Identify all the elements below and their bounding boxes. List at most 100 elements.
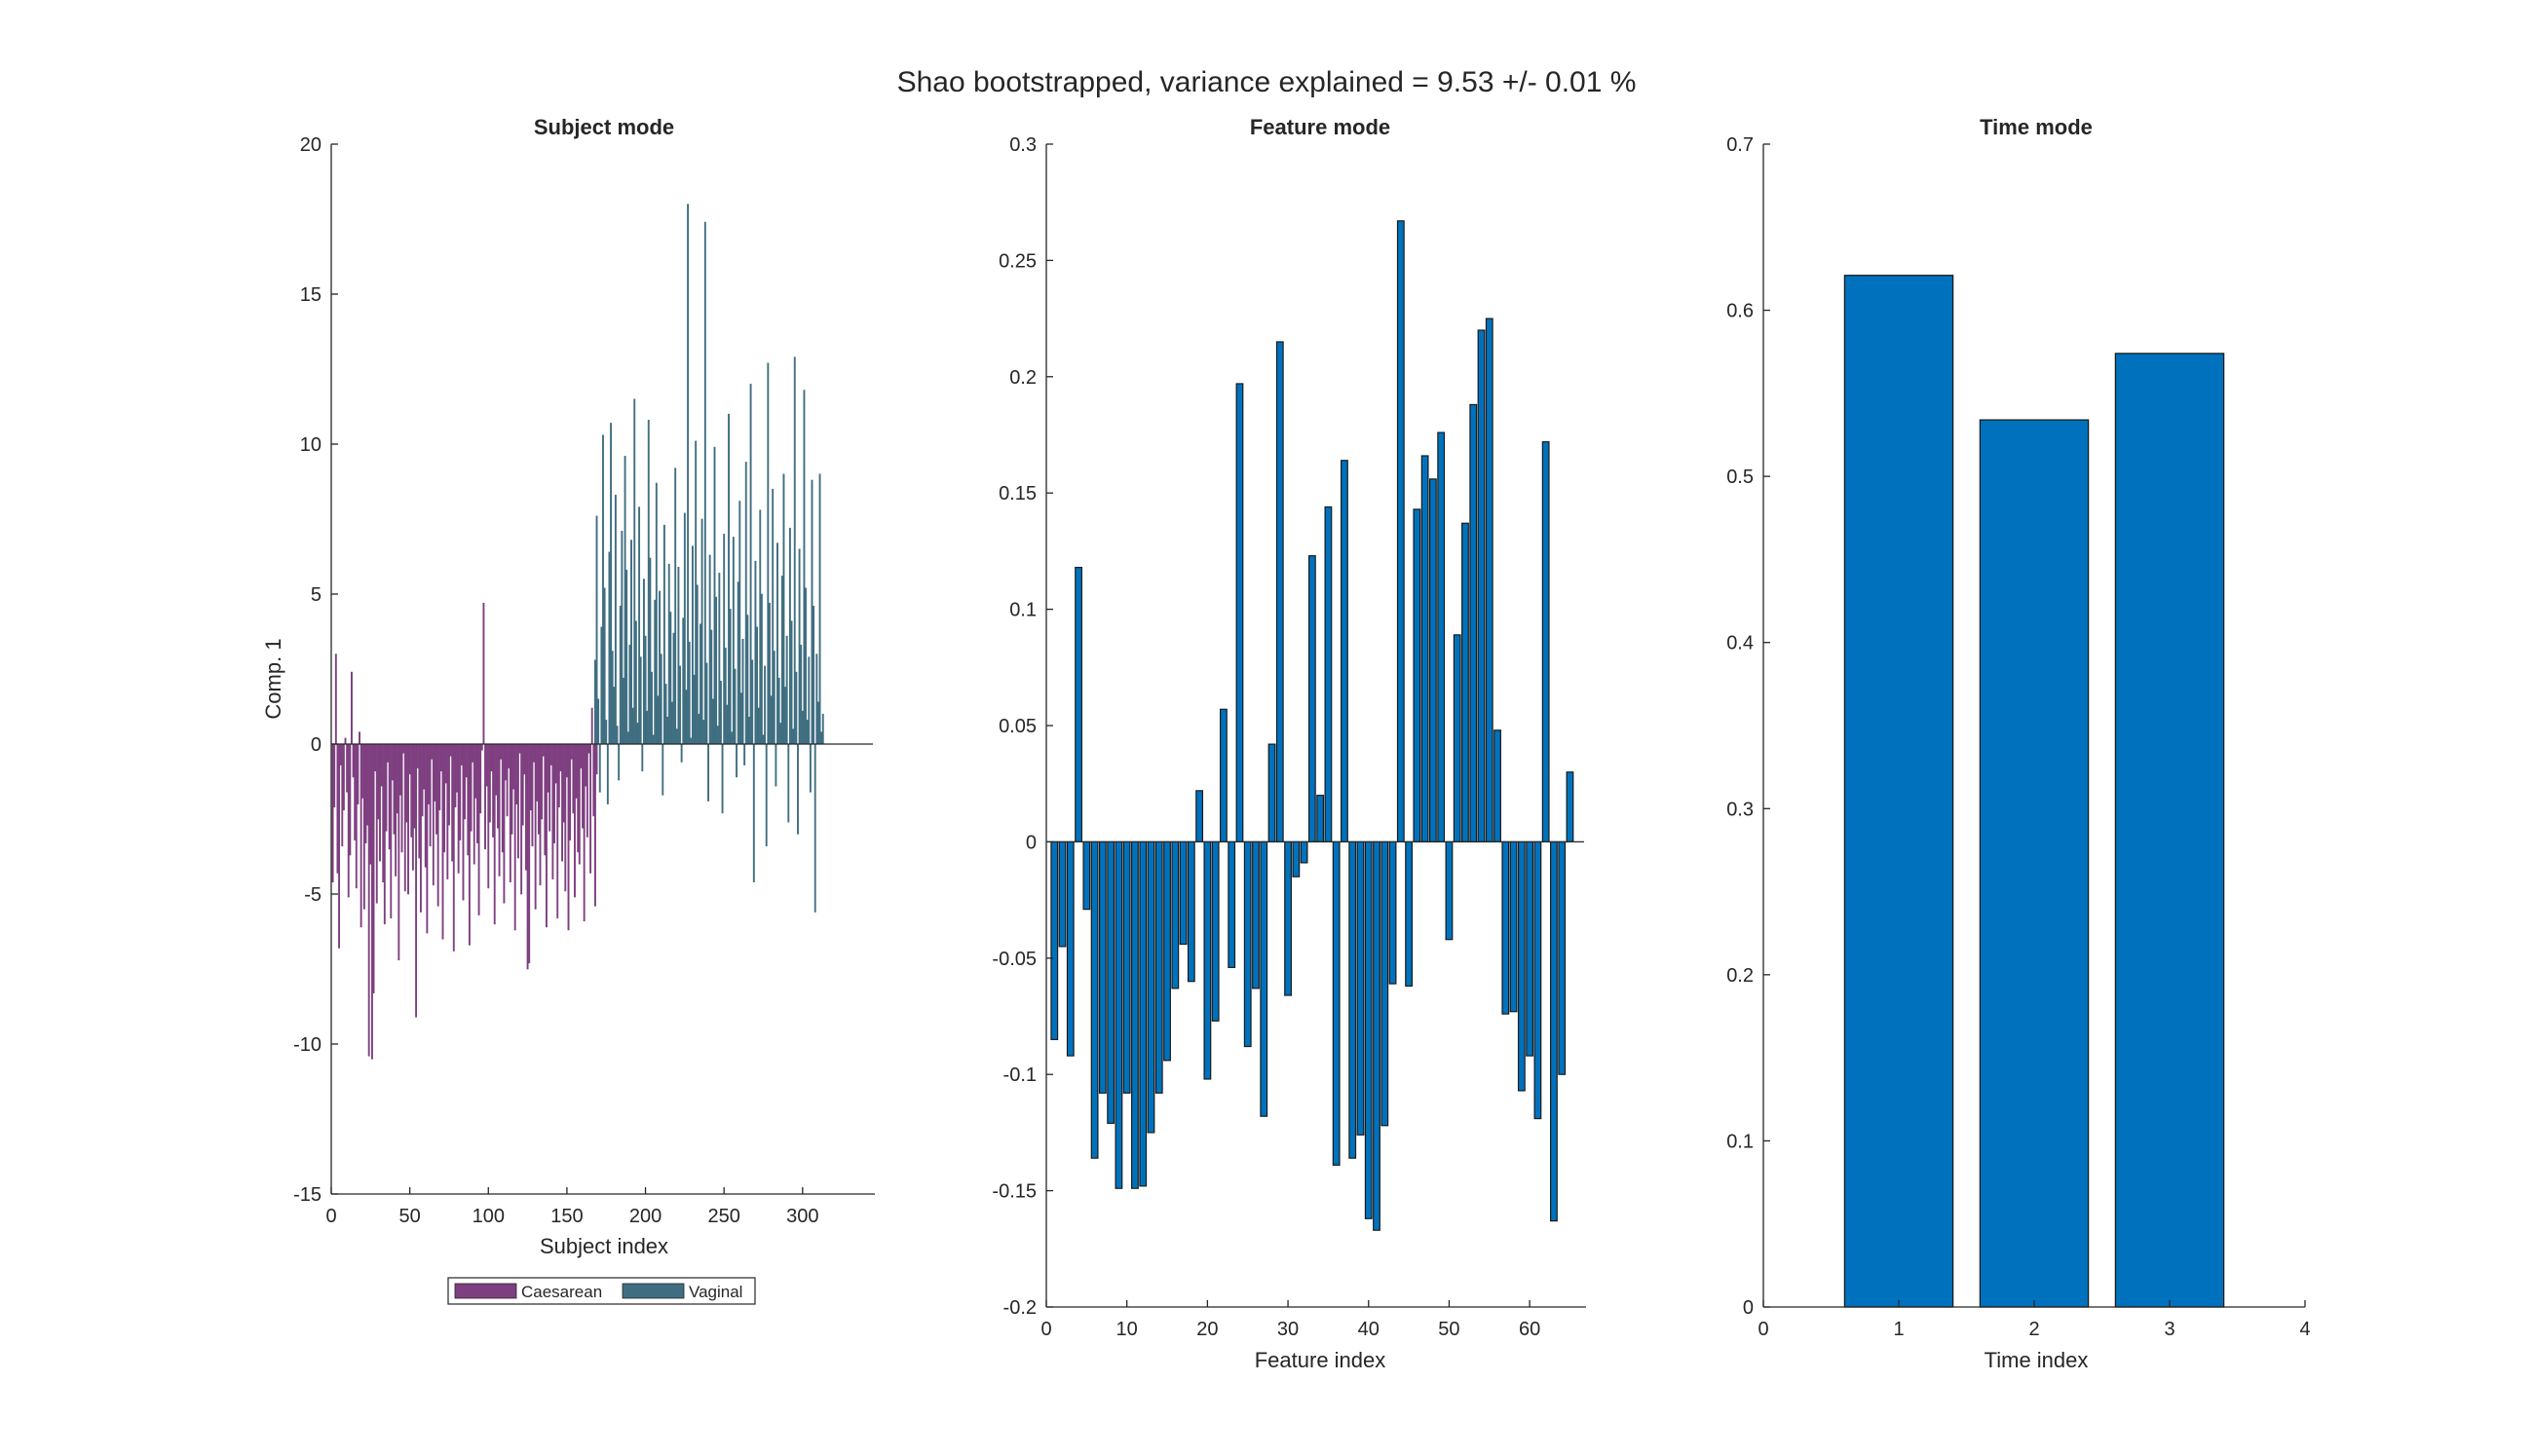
y-tick-label: -0.15: [992, 1181, 1037, 1203]
subject-mode-ylabel: Comp. 1: [261, 638, 285, 719]
bar-caesarean: [506, 743, 509, 817]
feature-bar: [1420, 455, 1429, 842]
feature-bar: [1075, 567, 1082, 843]
bar-caesarean: [393, 743, 396, 835]
bar-vaginal: [749, 384, 752, 745]
bar-vaginal: [610, 423, 613, 745]
bar-caesarean: [569, 743, 572, 840]
feature-bar: [1373, 840, 1380, 1231]
bar-caesarean: [485, 743, 488, 787]
bar-caesarean: [439, 743, 442, 772]
bar-caesarean: [444, 743, 447, 784]
y-tick-label: -10: [293, 1034, 321, 1056]
bar-caesarean: [482, 602, 485, 745]
y-tick-label: 0.05: [999, 716, 1037, 737]
bar-vaginal: [603, 587, 606, 745]
y-tick-label: 0.2: [1009, 367, 1037, 389]
feature-bar: [1131, 840, 1139, 1189]
bar-vaginal: [780, 576, 783, 745]
bar-vaginal: [779, 723, 782, 745]
y-tick-label: 0.4: [1726, 633, 1754, 654]
bar-caesarean: [419, 743, 422, 913]
feature-bar: [1243, 840, 1252, 1048]
bar-vaginal: [797, 743, 799, 835]
bar-vaginal: [649, 557, 652, 745]
bar-caesarean: [426, 743, 429, 934]
bar-caesarean: [387, 743, 390, 763]
x-tick-label: 50: [399, 1206, 421, 1227]
feature-bar: [1316, 795, 1325, 843]
feature-bar: [1413, 508, 1421, 843]
feature-bar: [1396, 220, 1405, 843]
bar-caesarean: [493, 743, 496, 925]
bar-caesarean: [583, 743, 586, 922]
time-bar: [1979, 419, 2090, 1308]
y-tick-label: 15: [300, 284, 321, 306]
bar-caesarean: [357, 743, 359, 804]
bar-vaginal: [713, 446, 716, 745]
bar-vaginal: [818, 473, 821, 745]
feature-bar: [1267, 743, 1276, 843]
bar-caesarean: [501, 743, 504, 853]
y-tick-label: 0: [311, 734, 321, 756]
time-mode-title: Time mode: [1980, 115, 2093, 139]
bar-vaginal: [773, 651, 775, 745]
feature-mode-xlabel: Feature index: [1255, 1348, 1386, 1372]
feature-bar: [1098, 840, 1107, 1094]
feature-bar: [1260, 840, 1268, 1117]
bar-vaginal: [674, 467, 677, 745]
bar-vaginal: [642, 579, 645, 745]
bar-vaginal: [792, 728, 795, 745]
bar-caesarean: [570, 743, 573, 760]
bar-vaginal: [634, 620, 637, 745]
feature-bar: [1509, 840, 1518, 1013]
x-tick-label: 4: [2299, 1319, 2310, 1340]
bar-caesarean: [375, 743, 378, 904]
bar-caesarean: [370, 743, 373, 1060]
time-mode-xlabel: Time index: [1985, 1348, 2089, 1372]
bar-vaginal: [775, 743, 777, 787]
bar-caesarean: [564, 743, 567, 892]
bar-caesarean: [467, 743, 470, 856]
bar-caesarean: [536, 743, 539, 802]
bar-caesarean: [515, 743, 518, 804]
bar-vaginal: [808, 656, 811, 745]
feature-bar: [1058, 840, 1067, 948]
figure-title: Shao bootstrapped, variance explained = …: [897, 66, 1637, 98]
bar-vaginal: [682, 617, 685, 745]
x-tick-label: 100: [473, 1206, 505, 1227]
bar-caesarean: [369, 743, 372, 865]
feature-bar: [1307, 555, 1316, 843]
bar-vaginal: [816, 701, 819, 745]
bar-vaginal: [685, 690, 688, 745]
bar-vaginal: [690, 737, 693, 745]
feature-bar: [1364, 840, 1373, 1219]
bar-caesarean: [446, 743, 449, 879]
bar-vaginal: [700, 518, 703, 745]
bar-caesarean: [344, 737, 347, 745]
feature-bar: [1235, 383, 1244, 842]
bar-vaginal: [654, 599, 657, 745]
legend-label-vaginal: Vaginal: [689, 1283, 742, 1301]
bar-vaginal: [669, 612, 672, 745]
bar-vaginal: [675, 728, 678, 745]
bar-caesarean: [580, 743, 583, 768]
bar-caesarean: [336, 743, 339, 874]
bar-vaginal: [721, 743, 724, 814]
bar-caesarean: [416, 743, 419, 768]
bar-caesarean: [380, 743, 383, 787]
bar-caesarean: [497, 743, 499, 829]
bar-caesarean: [452, 743, 455, 952]
bar-caesarean: [372, 743, 375, 993]
bar-caesarean: [338, 743, 341, 949]
bar-caesarean: [562, 743, 565, 823]
bar-caesarean: [352, 743, 355, 778]
feature-mode-panel: Feature mode -0.2 -0.15 -0.1 -0.05 0 0.05 0.1 0…: [992, 115, 1586, 1372]
bar-caesarean: [456, 743, 458, 793]
x-tick-label: 1: [1893, 1319, 1904, 1340]
bar-vaginal: [803, 390, 806, 745]
bar-caesarean: [587, 743, 590, 754]
bar-vaginal: [787, 743, 790, 823]
bar-caesarean: [341, 743, 344, 847]
